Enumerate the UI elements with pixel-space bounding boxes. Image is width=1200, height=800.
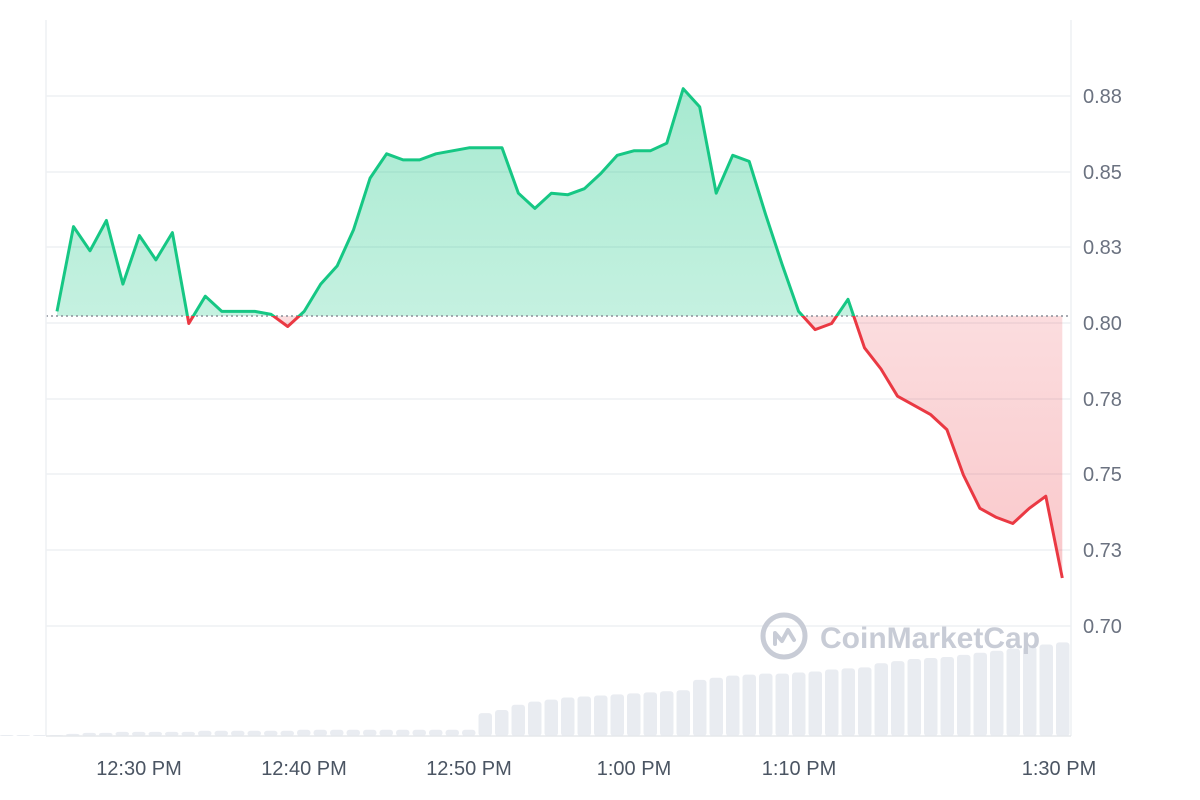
watermark: CoinMarketCap [760,612,1040,660]
volume-bar [858,667,872,736]
volume-bar [693,679,707,736]
x-tick-label: 12:40 PM [261,758,347,780]
volume-bar [957,654,971,736]
volume-bar [1039,644,1053,736]
volume-bar [280,730,294,736]
volume-bar [726,675,740,736]
volume-bar [528,701,542,736]
volume-bar [643,692,657,736]
volume-bars [0,642,1070,736]
area-above-baseline [57,88,1063,316]
coinmarketcap-logo-icon [760,612,808,660]
volume-bar [396,729,410,736]
volume-bar [511,704,525,736]
y-tick-label: 0.83 [1083,237,1122,259]
volume-bar [379,729,393,736]
volume-bar [115,731,129,736]
volume-bar [462,729,476,736]
volume-bar [0,735,14,736]
price-area [57,88,1063,578]
volume-bar [16,735,30,736]
y-axis: 0.70 0.73 0.75 0.78 0.80 0.83 0.85 0.88 [1083,86,1122,638]
volume-bar [429,729,443,736]
x-tick-label: 1:30 PM [1022,758,1096,780]
volume-bar [1023,646,1037,736]
y-tick-label: 0.88 [1083,86,1122,108]
x-tick-label: 1:00 PM [597,758,671,780]
volume-bar [759,673,773,736]
volume-bar [874,663,888,736]
volume-bar [561,697,575,736]
volume-bar [627,693,641,736]
y-tick-label: 0.78 [1083,389,1122,411]
price-line-up [55,87,856,316]
volume-bar [907,659,921,736]
volume-bar [990,650,1004,736]
y-tick-label: 0.80 [1083,313,1122,335]
price-line-down [185,316,1064,579]
volume-bar [99,732,113,736]
volume-bar [478,713,492,736]
y-tick-label: 0.70 [1083,616,1122,638]
volume-bar [709,677,723,736]
volume-bar [742,674,756,736]
volume-bar [214,730,228,736]
x-tick-label: 12:50 PM [426,758,512,780]
volume-bar [610,694,624,736]
watermark-text: CoinMarketCap [820,622,1040,655]
volume-bar [1006,648,1020,736]
volume-bar [891,661,905,736]
volume-bar [264,730,278,736]
volume-bar [346,729,360,736]
x-tick-label: 1:10 PM [762,758,836,780]
volume-bar [412,729,426,736]
volume-bar [363,729,377,736]
volume-bar [297,729,311,736]
volume-bar [1056,642,1070,736]
volume-bar [247,730,261,736]
x-tick-label: 12:30 PM [96,758,182,780]
y-tick-label: 0.75 [1083,464,1122,486]
volume-bar [231,730,245,736]
volume-bar [825,669,839,736]
volume-bar [808,671,822,736]
x-axis: 12:30 PM 12:40 PM 12:50 PM 1:00 PM 1:10 PM 1:… [96,758,1096,780]
volume-bar [148,731,162,736]
volume-bar [676,690,690,736]
volume-bar [577,696,591,736]
volume-bar [330,729,344,736]
y-tick-label: 0.73 [1083,540,1122,562]
volume-bar [841,668,855,736]
volume-bar [132,731,146,736]
volume-bar [940,656,954,736]
price-line [55,87,1064,579]
volume-bar [198,730,212,736]
volume-bar [313,729,327,736]
volume-bar [775,673,789,736]
volume-bar [82,732,96,736]
volume-bar [33,734,47,736]
volume-bar [181,731,195,736]
volume-bar [660,691,674,736]
volume-bar [792,672,806,736]
volume-bar [495,710,509,736]
volume-bar [165,731,179,736]
volume-bar [973,652,987,736]
volume-bar [924,658,938,736]
volume-bar [594,695,608,736]
y-tick-label: 0.85 [1083,162,1122,184]
area-below-baseline [57,316,1063,578]
volume-bar [445,729,459,736]
volume-bar [544,699,558,736]
